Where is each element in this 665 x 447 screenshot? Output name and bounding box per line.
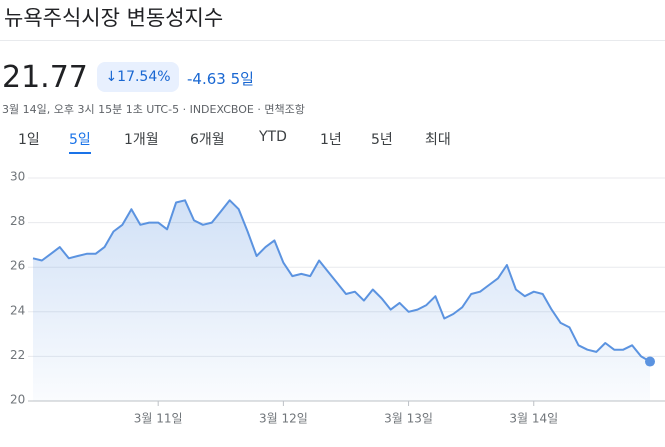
range-tab[interactable]: 5년 <box>371 132 393 148</box>
y-tick-label: 22 <box>10 348 25 362</box>
x-tick-label: 3월 14일 <box>509 412 558 426</box>
separator <box>0 40 665 41</box>
change-percent: 17.54% <box>117 69 171 85</box>
range-tab[interactable]: 1일 <box>18 132 40 148</box>
range-tab[interactable]: 6개월 <box>190 132 225 148</box>
change: -4.63 5일 <box>187 68 254 89</box>
y-tick-label: 26 <box>10 259 25 273</box>
x-tick-label: 3월 11일 <box>134 412 183 426</box>
x-tick-label: 3월 13일 <box>384 412 433 426</box>
change-badge: ↓17.54% <box>97 62 179 92</box>
x-tick-label: 3월 12일 <box>259 412 308 426</box>
meta-info: 3월 14일, 오후 3시 15분 1초 UTC-5 · INDEXCBOE ·… <box>2 103 305 116</box>
down-arrow: ↓ <box>105 69 118 85</box>
y-tick-label: 20 <box>10 393 25 407</box>
price-line <box>32 199 651 363</box>
price: 21.77 <box>2 60 88 95</box>
y-tick-label: 24 <box>10 303 25 317</box>
range-tab[interactable]: 1년 <box>320 132 342 148</box>
last-point <box>645 356 655 367</box>
range-tab[interactable]: 1개월 <box>124 132 159 148</box>
range-tab[interactable]: 5일 <box>69 129 91 154</box>
range-tab[interactable]: YTD <box>259 129 287 145</box>
change-value: -4.63 <box>187 70 226 88</box>
range-tab[interactable]: 최대 <box>425 132 451 148</box>
y-tick-label: 28 <box>10 214 25 228</box>
area-fill <box>33 200 650 401</box>
title: 뉴욕주식시장 변동성지수 <box>4 6 224 30</box>
y-tick-label: 30 <box>10 170 25 184</box>
chart: 20 22 24 26 28 30 3월 11일 3월 12일 3월 13일 3월 14일 <box>10 170 665 426</box>
change-period: 5일 <box>230 70 254 88</box>
